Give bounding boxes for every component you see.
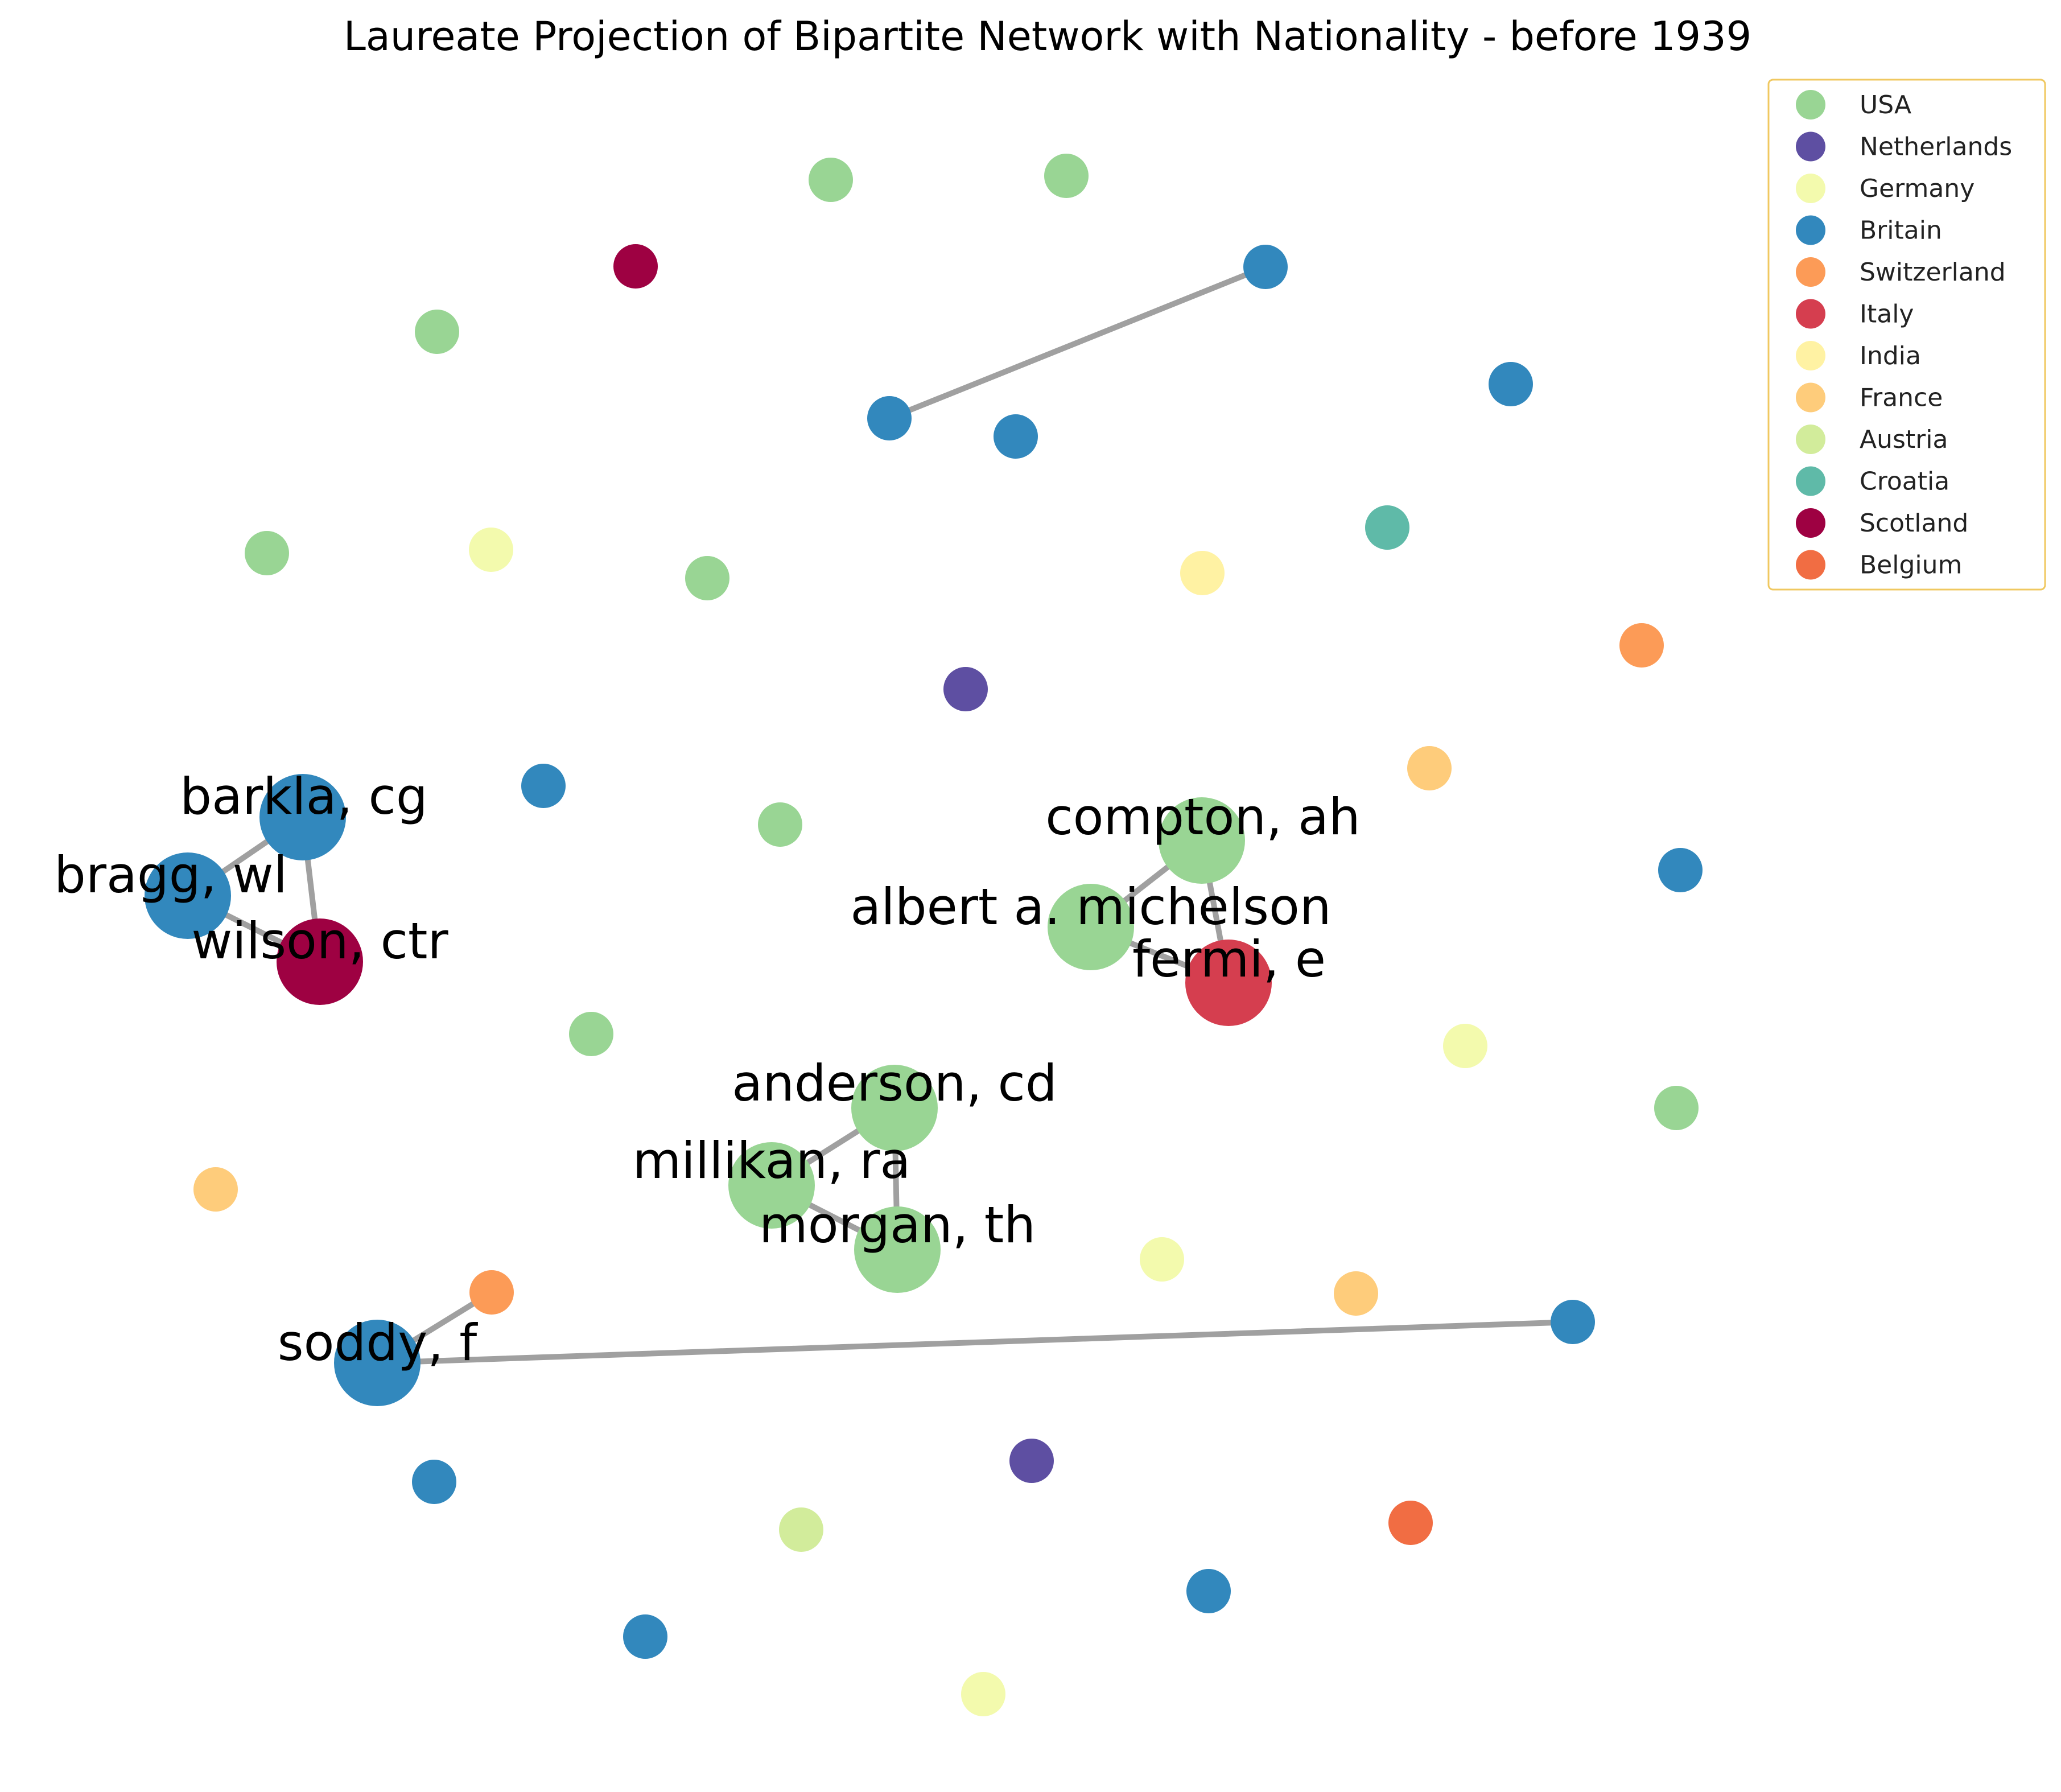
labels-layer: barkla, cg bragg, wl wilson, ctr compton, a… [54, 767, 1361, 1372]
chart-title: Laureate Projection of Bipartite Network… [344, 13, 1751, 60]
legend-label: India [1860, 341, 1921, 370]
node-n15 [943, 667, 988, 711]
node-compton [1159, 797, 1245, 884]
node-n12 [1180, 551, 1225, 595]
legend: USA Netherlands Germany Britain Switzerland I… [1767, 79, 2046, 591]
node-morgan [854, 1206, 941, 1293]
legend-entry-germany: Germany [1796, 174, 1975, 203]
node-label-fermi: fermi, e [1132, 930, 1326, 988]
node-label-barkla: barkla, cg [180, 767, 428, 826]
node-n31 [1388, 1501, 1433, 1545]
legend-frame [1767, 79, 2046, 591]
node-label-morgan: morgan, th [759, 1196, 1036, 1254]
legend-label: Italy [1860, 300, 1914, 329]
node-n9 [245, 531, 289, 575]
node-label-millikan: millikan, ra [633, 1131, 911, 1190]
legend-marker [1796, 174, 1825, 203]
node-n24 [469, 1270, 514, 1315]
node-label-wilson: wilson, ctr [191, 912, 448, 970]
node-n22 [1654, 1086, 1699, 1130]
node-n5 [1243, 245, 1288, 289]
node-n7 [994, 414, 1038, 459]
node-n8 [1489, 362, 1533, 406]
node-n23 [193, 1167, 238, 1212]
nodes-layer [145, 154, 1703, 1716]
legend-entries: USA Netherlands Germany Britain Switzerland I… [1796, 90, 2012, 580]
node-n20 [569, 1012, 613, 1056]
legend-label: France [1860, 384, 1943, 413]
node-n6 [867, 396, 912, 440]
node-n21 [1443, 1024, 1487, 1068]
legend-label: Netherlands [1860, 133, 2012, 162]
node-millikan [728, 1142, 815, 1229]
legend-entry-scotland: Scotland [1796, 508, 1968, 538]
legend-marker [1796, 382, 1825, 413]
node-n14 [1619, 623, 1664, 668]
node-n26 [1334, 1271, 1378, 1316]
legend-marker [1796, 425, 1825, 454]
legend-label: USA [1860, 90, 1911, 120]
node-n17 [758, 802, 802, 847]
legend-marker [1796, 466, 1825, 496]
node-label-soddy: soddy, f [278, 1313, 478, 1372]
node-wilson [277, 918, 363, 1005]
legend-marker [1796, 299, 1825, 329]
node-n1 [809, 158, 853, 202]
legend-entry-belgium: Belgium [1796, 550, 1962, 580]
node-label-bragg: bragg, wl [54, 846, 287, 904]
node-n19 [1658, 848, 1703, 892]
legend-label: Scotland [1860, 509, 1968, 538]
legend-label: Britain [1860, 216, 1942, 245]
legend-marker [1796, 341, 1825, 370]
legend-entry-usa: USA [1796, 90, 1911, 120]
legend-marker [1796, 215, 1825, 245]
node-n29 [1009, 1439, 1054, 1483]
node-n33 [623, 1614, 667, 1659]
legend-entry-italy: Italy [1796, 299, 1914, 329]
legend-label: Germany [1860, 174, 1975, 203]
legend-marker [1796, 550, 1825, 580]
node-n4 [415, 310, 459, 354]
node-anderson [851, 1065, 938, 1151]
node-n16 [521, 764, 566, 808]
node-n27 [1551, 1300, 1595, 1344]
legend-entry-croatia: Croatia [1796, 466, 1949, 496]
node-michelson [1048, 884, 1134, 970]
legend-entry-switzerland: Switzerland [1796, 257, 2006, 287]
node-n11 [685, 556, 729, 600]
legend-label: Switzerland [1860, 258, 2006, 287]
node-barkla [259, 774, 346, 860]
legend-label: Austria [1860, 425, 1948, 454]
node-label-michelson: albert a. michelson [850, 878, 1331, 936]
node-bragg [145, 852, 231, 939]
legend-entry-india: India [1796, 341, 1921, 370]
edge-soddy-n27 [374, 1319, 1576, 1366]
legend-marker [1796, 131, 1825, 162]
node-soddy [334, 1320, 421, 1406]
node-n13 [1365, 505, 1409, 550]
legend-label: Belgium [1860, 551, 1962, 580]
legend-entry-britain: Britain [1796, 215, 1942, 245]
node-n10 [469, 528, 513, 572]
node-label-compton: compton, ah [1045, 788, 1361, 846]
legend-entry-austria: Austria [1796, 425, 1948, 454]
node-n3 [613, 244, 658, 289]
node-label-anderson: anderson, cd [732, 1054, 1057, 1113]
node-n30 [779, 1507, 823, 1552]
node-n25 [1140, 1237, 1184, 1282]
legend-marker [1796, 90, 1825, 120]
node-n32 [1186, 1569, 1231, 1613]
legend-marker [1796, 508, 1825, 538]
legend-label: Croatia [1860, 467, 1949, 496]
node-n2 [1044, 154, 1089, 198]
legend-entry-france: France [1796, 382, 1943, 413]
node-n34 [961, 1672, 1005, 1716]
legend-marker [1796, 257, 1825, 287]
node-n18 [1407, 746, 1452, 790]
node-n28 [412, 1460, 456, 1504]
node-fermi [1185, 940, 1272, 1026]
edge-n5-n6 [887, 264, 1268, 421]
legend-entry-netherlands: Netherlands [1796, 131, 2012, 162]
